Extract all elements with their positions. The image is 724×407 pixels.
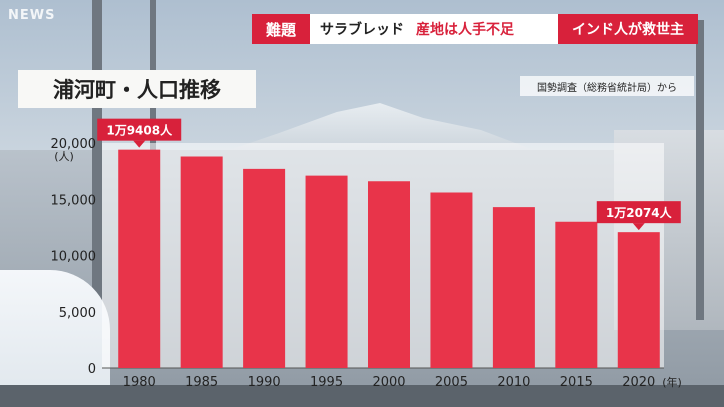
source-note: 国勢調査（総務省統計局）から [520, 76, 694, 96]
headline-banner: サラブレッド 産地は人手不足 インド人が救世主 [310, 14, 698, 44]
headline-part1: サラブレッド [320, 22, 404, 38]
x-tick-label: 2005 [435, 375, 468, 390]
x-tick-label: 1990 [248, 375, 281, 390]
bar [555, 221, 598, 368]
news-logo: NEWS [8, 8, 56, 23]
x-tick-label: 2020 [622, 375, 655, 390]
callout-pointer [632, 223, 645, 231]
data-label: 1万2074人 [606, 205, 673, 220]
callout-pointer [133, 140, 146, 148]
x-tick-label: 1995 [310, 375, 343, 390]
bar [368, 181, 410, 368]
bar [243, 168, 286, 368]
headline-part3: インド人が救世主 [558, 14, 698, 44]
x-axis-unit: (年) [662, 375, 682, 389]
bar [305, 175, 348, 368]
y-axis-unit: (人) [54, 150, 74, 163]
bar [430, 192, 473, 368]
headline-part2: 産地は人手不足 [416, 22, 514, 38]
bar [118, 149, 161, 368]
data-label: 1万9408人 [106, 123, 173, 138]
y-tick-label: 15,000 [51, 193, 97, 208]
bar [492, 207, 535, 368]
x-tick-label: 1980 [123, 375, 156, 390]
utility-pole [696, 20, 704, 320]
y-tick-label: 20,000 [51, 137, 97, 152]
y-tick-label: 0 [88, 362, 96, 377]
snow-bank [0, 270, 110, 407]
x-tick-label: 2000 [372, 375, 405, 390]
callout-box [97, 118, 182, 141]
x-tick-label: 2015 [560, 375, 593, 390]
bar [617, 232, 660, 368]
y-tick-label: 5,000 [59, 306, 96, 321]
bar [180, 156, 223, 368]
y-tick-label: 10,000 [51, 250, 97, 265]
callout-box [596, 201, 681, 224]
topic-badge: 難題 [252, 14, 310, 44]
utility-pole [92, 0, 102, 340]
x-tick-label: 2010 [497, 375, 530, 390]
road [0, 385, 724, 407]
x-tick-label: 1985 [185, 375, 218, 390]
chart-title: 浦河町・人口推移 [18, 70, 256, 108]
